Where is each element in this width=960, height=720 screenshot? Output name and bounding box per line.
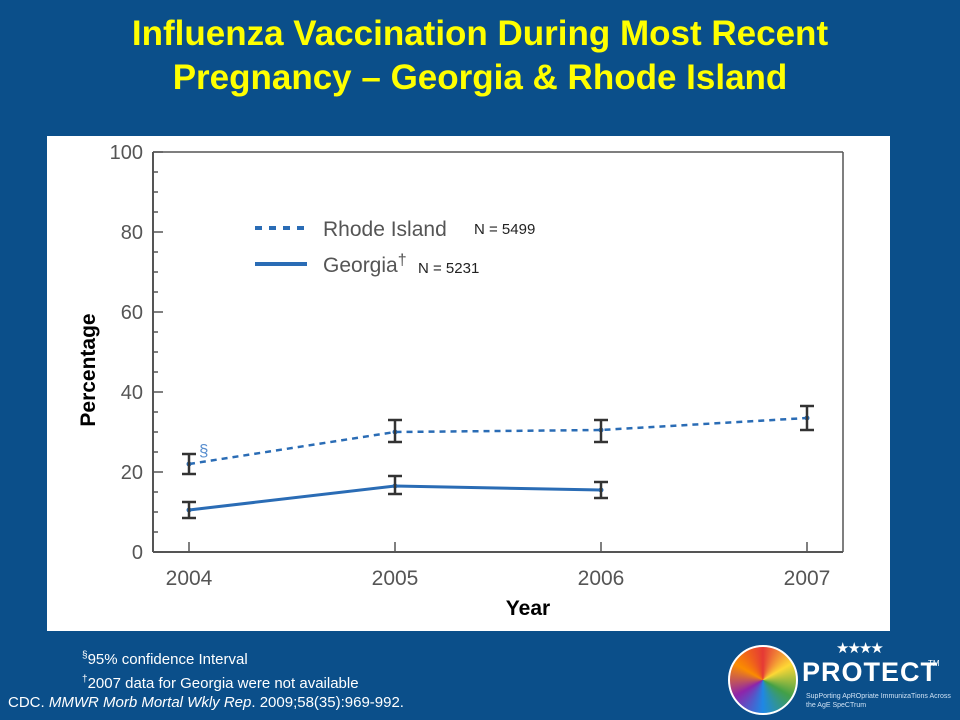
y-tick-label: 100: [110, 142, 143, 164]
series-annotation: N = 5231: [418, 260, 479, 277]
line-chart: 0 20 40 60 80 100 2004 2005 2006 2007 Year Percenta…: [77, 142, 844, 620]
x-tick-label: 2006: [578, 567, 625, 590]
series-annotation: N = 5499: [474, 221, 535, 238]
logo-tagline: SupPorting ApROpriate ImmunizaTions Acro…: [806, 693, 951, 709]
protect-logo: ★★★★ PROTECT TM SupPorting ApROpriate Im…: [724, 637, 960, 720]
ci-marker: §: [199, 441, 208, 460]
footnote-ci: §95% confidence Interval: [82, 650, 248, 668]
y-tick-label: 80: [121, 222, 143, 244]
slide-title: Influenza Vaccination During Most Recent…: [0, 12, 960, 100]
legend-label: Georgia†: [323, 252, 407, 277]
y-axis-title: Percentage: [77, 313, 100, 426]
citation-journal: MMWR Morb Mortal Wkly Rep: [48, 694, 252, 711]
y-tick-label: 0: [132, 542, 143, 564]
series-line-0: [188, 416, 808, 466]
citation: CDC. MMWR Morb Mortal Wkly Rep. 2009;58(…: [8, 694, 404, 711]
x-tick-label: 2007: [784, 567, 831, 590]
logo-trademark: TM: [928, 659, 940, 668]
y-tick-label: 40: [121, 382, 143, 404]
y-tick-label: 20: [121, 462, 143, 484]
people-icon: ★★★★: [836, 640, 884, 657]
globe-icon: [728, 645, 798, 715]
chart-panel: 0 20 40 60 80 100 2004 2005 2006 2007 Year Percenta…: [47, 136, 890, 631]
legend-label-mark: †: [398, 252, 407, 269]
footnotes: §95% confidence Interval †2007 data for …: [82, 646, 359, 694]
x-tick-label: 2004: [166, 567, 213, 590]
x-tick-label: 2005: [372, 567, 419, 590]
title-line-1: Influenza Vaccination During Most Recent: [131, 14, 829, 53]
legend-label: Rhode Island: [323, 218, 447, 241]
title-line-2: Pregnancy – Georgia & Rhode Island: [172, 58, 788, 97]
footnote-georgia: †2007 data for Georgia were not availabl…: [82, 674, 359, 692]
logo-name: PROTECT: [802, 657, 939, 687]
y-tick-label: 60: [121, 302, 143, 324]
x-axis-title: Year: [506, 597, 550, 620]
